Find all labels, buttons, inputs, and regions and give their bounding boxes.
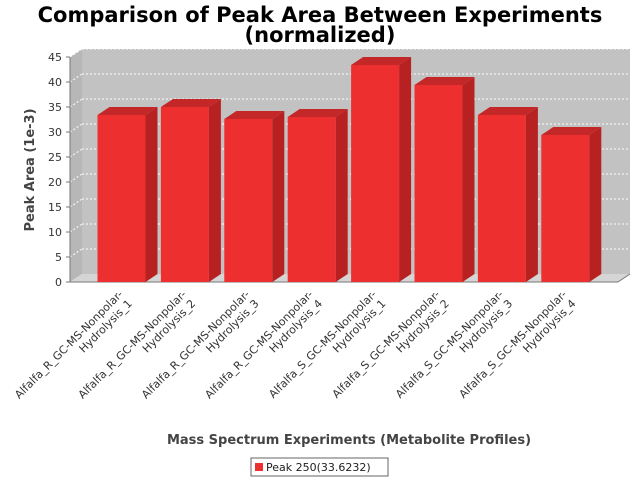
bar-side-1 [145,107,158,282]
bars [97,57,602,282]
bar-side-3 [272,111,285,282]
x-tick-label-8: Alfalfa_S_GC-MS-Nonpolar-Hydrolysis_4 [456,288,578,401]
x-tick-label-line1-1: Alfalfa_R_GC-MS-Nonpolar- [12,288,125,401]
y-tick-labels: 0 5 10 15 20 25 30 35 40 45 [48,51,62,289]
y-tick-label-0: 0 [55,276,62,289]
x-tick-label-5: Alfalfa_S_GC-MS-Nonpolar-Hydrolysis_1 [266,288,388,401]
bar-top-8 [541,127,602,135]
legend-swatch [255,463,263,471]
bar-top-5 [351,57,412,65]
gridline-3 [69,198,83,208]
gridline-9 [69,48,83,58]
bar-3 [224,119,273,282]
gridline-2 [69,223,83,233]
bar-top-7 [477,107,538,115]
x-tick-label-1: Alfalfa_R_GC-MS-Nonpolar-Hydrolysis_1 [12,288,135,401]
bar-side-8 [589,127,602,282]
bar-8 [541,135,590,282]
chart-title-line-1: Comparison of Peak Area Between Experime… [38,3,603,27]
x-tick-label-6: Alfalfa_S_GC-MS-Nonpolar-Hydrolysis_2 [330,288,452,401]
y-tick-label-4: 20 [48,176,62,189]
x-tick-label-2: Alfalfa_R_GC-MS-Nonpolar-Hydrolysis_2 [76,288,199,401]
bar-top-4 [287,109,348,117]
y-tick-label-9: 45 [48,51,62,64]
y-tick-label-3: 15 [48,201,62,214]
y-axis-title: Peak Area (1e-3) [23,108,38,231]
gridline-5 [69,148,83,158]
x-axis-depth-edge [617,273,631,283]
gridline-4 [69,173,83,183]
y-tick-label-5: 25 [48,151,62,164]
gridline-1 [69,248,83,258]
bar-4 [287,117,336,282]
bar-side-2 [208,99,221,282]
y-tick-label-1: 5 [55,251,62,264]
bar-top-1 [97,107,158,115]
bar-2 [160,107,209,282]
bar-top-6 [414,77,475,85]
bar-side-7 [525,107,538,282]
legend-box [250,457,389,477]
bar-5 [351,65,400,282]
plot-left-wall [70,49,82,282]
gridline-7 [69,98,83,108]
bar-top-2 [160,99,221,107]
gridline-8 [69,73,83,83]
legend-label: Peak 250(33.6232) [266,461,371,474]
y-tick-label-7: 35 [48,101,62,114]
bar-top-3 [224,111,285,119]
x-tick-label-3: Alfalfa_R_GC-MS-Nonpolar-Hydrolysis_3 [139,288,262,401]
x-axis-title: Mass Spectrum Experiments (Metabolite Pr… [167,433,531,448]
x-tick-label-7: Alfalfa_S_GC-MS-Nonpolar-Hydrolysis_3 [393,288,515,401]
bar-side-4 [335,109,348,282]
bar-6 [414,85,463,282]
bar-side-5 [399,57,412,282]
y-tick-label-2: 10 [48,226,62,239]
y-tick-label-6: 30 [48,126,62,139]
bar-1 [97,115,146,282]
x-tick-labels: Alfalfa_R_GC-MS-Nonpolar-Hydrolysis_1Alf… [12,288,578,401]
x-tick-label-4: Alfalfa_R_GC-MS-Nonpolar-Hydrolysis_4 [202,288,325,401]
bar-7 [477,115,526,282]
chart-title-line-2: (normalized) [245,23,396,47]
bar-side-6 [462,77,475,282]
gridline-6 [69,123,83,133]
y-tick-label-8: 40 [48,76,62,89]
